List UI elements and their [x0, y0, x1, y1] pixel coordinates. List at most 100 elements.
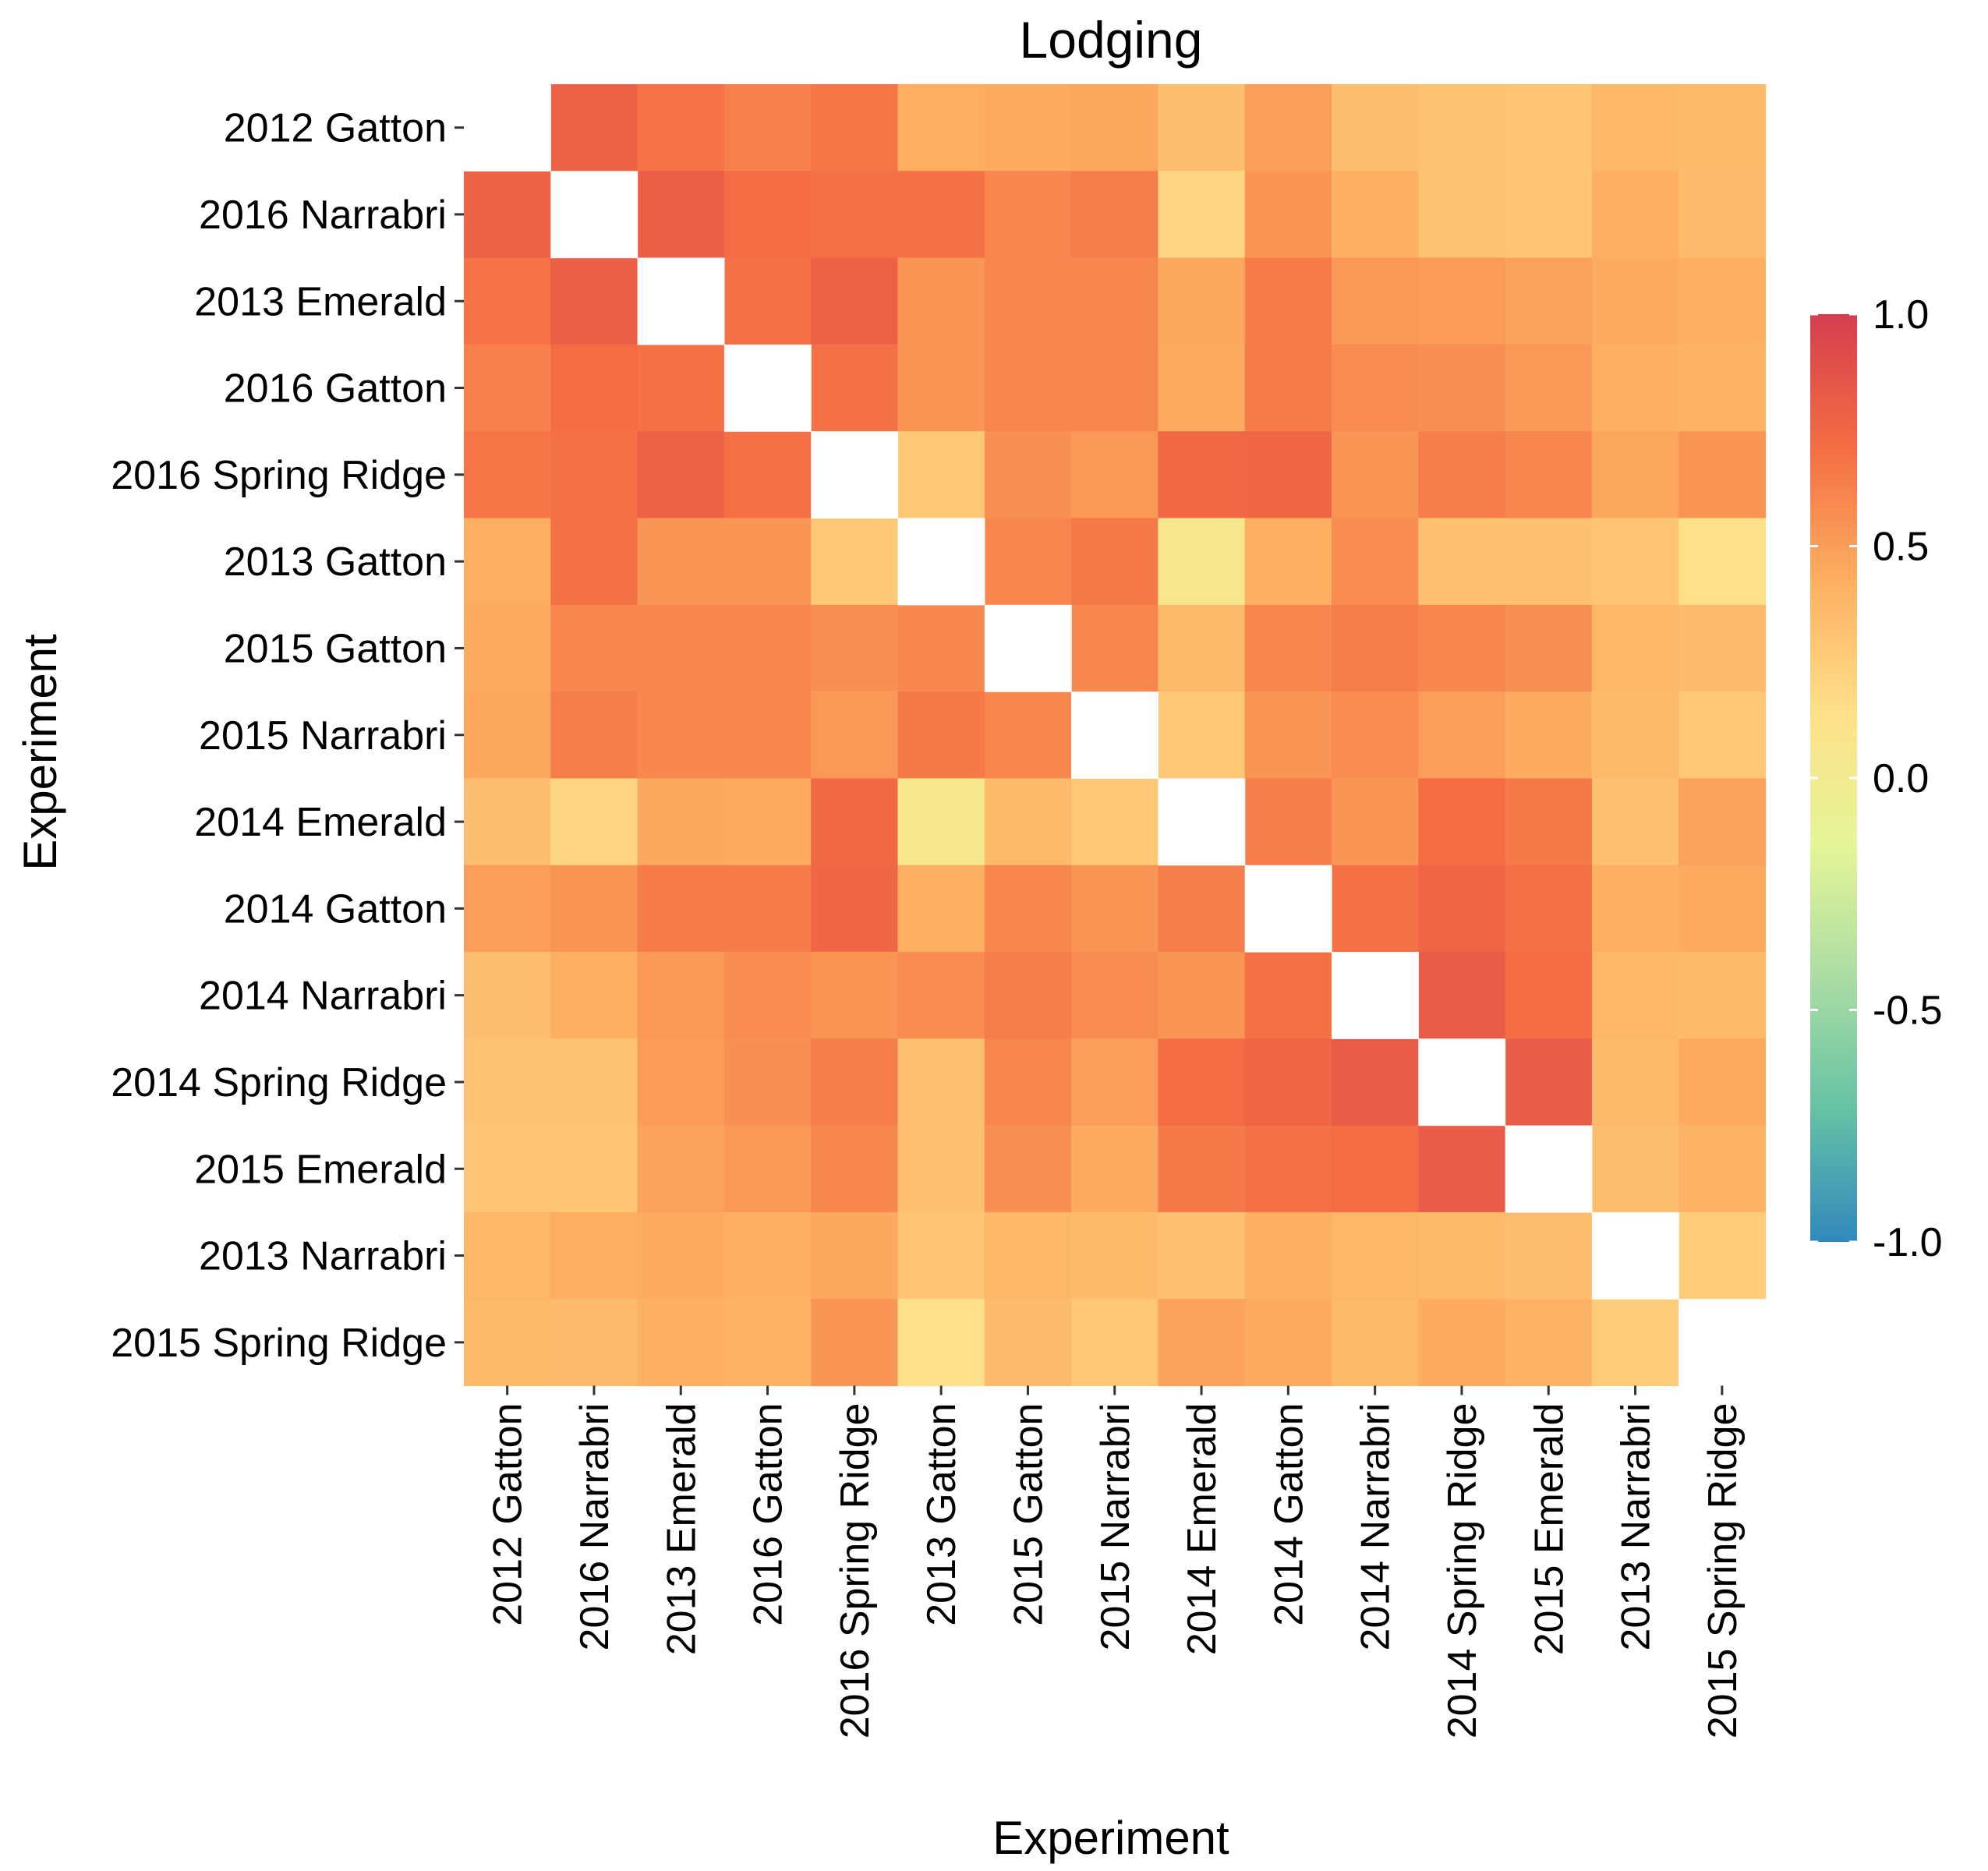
legend-tick-label: -0.5	[1873, 989, 1943, 1034]
heatmap-cell-empty	[1418, 1038, 1506, 1126]
heatmap-cell	[1244, 518, 1332, 606]
heatmap-cell	[897, 604, 985, 692]
heatmap-cell	[984, 1299, 1072, 1387]
heatmap-cell	[1505, 431, 1593, 519]
heatmap-cell	[464, 257, 551, 345]
heatmap-cell	[550, 344, 638, 432]
heatmap-cell	[1418, 1125, 1506, 1213]
heatmap-cell	[1418, 344, 1506, 432]
heatmap-cell	[1418, 691, 1506, 779]
heatmap-cell	[723, 171, 812, 259]
y-tick-label: 2013 Gatton	[224, 539, 447, 585]
y-tick-label: 2013 Narrabri	[199, 1234, 447, 1279]
heatmap-cell	[1505, 691, 1593, 779]
heatmap-cell	[1158, 84, 1246, 172]
heatmap-cell	[897, 778, 985, 866]
y-tick-label: 2015 Narrabri	[199, 713, 447, 759]
heatmap-cell	[1418, 778, 1506, 866]
heatmap-cell	[984, 952, 1072, 1039]
heatmap-cell	[464, 604, 551, 692]
x-tick-label: 2016 Spring Ridge	[833, 1403, 878, 1739]
heatmap-cell-empty	[1591, 1211, 1679, 1300]
heatmap-cell	[984, 1211, 1072, 1300]
heatmap-cell	[464, 1038, 551, 1126]
heatmap-cell	[1244, 1125, 1332, 1213]
heatmap-cell	[1678, 84, 1767, 172]
heatmap-cell	[1678, 691, 1767, 779]
heatmap-cell	[637, 1038, 725, 1126]
heatmap-cell	[1158, 1211, 1246, 1300]
heatmap-cell	[897, 691, 985, 779]
heatmap-cell	[550, 952, 638, 1039]
heatmap-cell	[1158, 344, 1246, 432]
heatmap-cell	[1332, 865, 1419, 953]
y-tick-label: 2014 Gatton	[224, 886, 447, 932]
x-tick-label: 2013 Gatton	[919, 1403, 964, 1626]
heatmap-cell	[1158, 952, 1246, 1039]
heatmap-cell	[984, 84, 1072, 172]
y-tick-label: 2016 Spring Ridge	[111, 453, 447, 498]
heatmap-cell	[1071, 257, 1158, 345]
x-tick-label: 2015 Narrabri	[1093, 1403, 1138, 1651]
x-tick-label: 2016 Gatton	[746, 1403, 791, 1626]
y-tick-label: 2015 Spring Ridge	[111, 1321, 447, 1366]
heatmap-cell	[897, 1125, 985, 1213]
heatmap-cell	[897, 1038, 985, 1126]
heatmap-cell	[637, 691, 725, 779]
heatmap-cell-empty	[1678, 1299, 1767, 1387]
heatmap-cell	[464, 431, 551, 519]
heatmap-cell	[464, 1211, 551, 1300]
heatmap-cell	[1244, 778, 1332, 866]
heatmap-cell	[1418, 952, 1506, 1039]
heatmap-cell	[811, 691, 899, 779]
heatmap-cell	[1158, 604, 1246, 692]
heatmap-cell	[1244, 691, 1332, 779]
heatmap-cell	[1071, 84, 1158, 172]
heatmap-cell	[723, 778, 812, 866]
heatmap-cell	[1591, 778, 1679, 866]
heatmap-cell	[550, 1125, 638, 1213]
legend-tick-label: -1.0	[1873, 1220, 1943, 1265]
heatmap-cell	[1332, 1125, 1419, 1213]
legend-tick-label: 0.0	[1873, 756, 1929, 801]
heatmap-cell	[1418, 431, 1506, 519]
heatmap-cell	[1244, 84, 1332, 172]
heatmap-cell	[1418, 84, 1506, 172]
heatmap-cell	[984, 1125, 1072, 1213]
heatmap-cell	[897, 344, 985, 432]
heatmap-cell	[1418, 865, 1506, 953]
heatmap-cell	[897, 431, 985, 519]
heatmap-cell	[1332, 1211, 1419, 1300]
heatmap-cell	[1591, 257, 1679, 345]
heatmap-cell	[1678, 1038, 1767, 1126]
heatmap-cell	[637, 171, 725, 259]
heatmap-cell	[1678, 865, 1767, 953]
heatmap-cell	[811, 1299, 899, 1387]
heatmap-cell-empty	[550, 171, 638, 259]
heatmap-cell	[723, 604, 812, 692]
heatmap-cell	[1591, 431, 1679, 519]
heatmap-cell	[897, 84, 985, 172]
heatmap-cell	[1071, 344, 1158, 432]
heatmap-cell	[1332, 604, 1419, 692]
x-tick-label: 2013 Narrabri	[1614, 1403, 1659, 1651]
heatmap-cell	[811, 344, 899, 432]
heatmap-cell	[1505, 1299, 1593, 1387]
y-axis: 2012 Gatton 2016 Narrabri 2013 Emerald 2016…	[111, 106, 464, 1366]
heatmap-cell	[1505, 344, 1593, 432]
heatmap-cell	[637, 518, 725, 606]
x-tick-label: 2014 Narrabri	[1353, 1402, 1399, 1650]
heatmap-cell-empty	[897, 518, 985, 606]
heatmap-cell	[1678, 1211, 1767, 1300]
y-tick-label: 2016 Narrabri	[199, 193, 447, 238]
heatmap-cell	[1591, 1038, 1679, 1126]
heatmap-cell	[1071, 171, 1158, 259]
heatmap-cell	[1244, 257, 1332, 345]
heatmap-cell	[1332, 257, 1419, 345]
heatmap-cell-empty	[1071, 691, 1158, 779]
heatmap-cell	[1332, 344, 1419, 432]
heatmap-cell	[1418, 257, 1506, 345]
heatmap-cell	[464, 952, 551, 1039]
heatmap-cell	[550, 604, 638, 692]
heatmap-cell	[1418, 1299, 1506, 1387]
